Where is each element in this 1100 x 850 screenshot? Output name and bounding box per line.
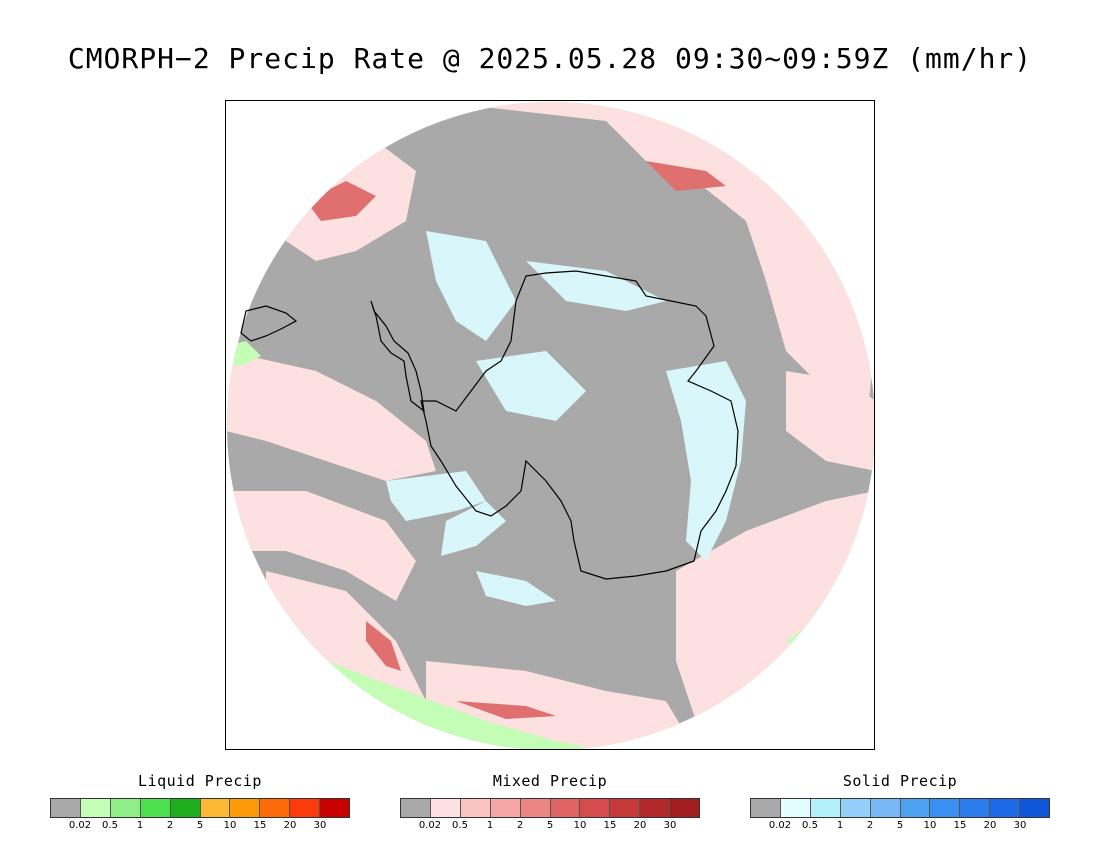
legend-tick-label: 10 xyxy=(923,820,937,831)
coastlines xyxy=(240,270,739,580)
legend-swatch xyxy=(200,799,231,817)
antarctica-coastline xyxy=(420,270,739,580)
legend-color-bar xyxy=(50,798,350,818)
legend-solid-precip: Solid Precip 0.02 0.5 1 2 5 10 15 20 30 xyxy=(750,772,1050,834)
mixed-precip-region xyxy=(676,491,874,721)
map-frame xyxy=(225,100,875,750)
legend-ticks: 0.02 0.5 1 2 5 10 15 20 30 xyxy=(400,820,700,834)
legend-swatch xyxy=(320,799,350,817)
legend-swatch xyxy=(900,799,931,817)
legend-tick-label: 30 xyxy=(313,820,327,831)
legend-swatch xyxy=(430,799,461,817)
legend-tick-label: 1 xyxy=(836,820,844,831)
legend-mixed-precip: Mixed Precip 0.02 0.5 1 2 5 10 15 20 30 xyxy=(400,772,700,834)
solid-precip-region xyxy=(526,261,666,311)
mixed-precip-region xyxy=(786,371,874,471)
legend-swatch xyxy=(930,799,961,817)
legend-swatch xyxy=(780,799,811,817)
legend-swatch xyxy=(990,799,1021,817)
legend-tick-label: 0.5 xyxy=(802,820,818,831)
mixed-precip-region xyxy=(227,351,436,481)
legend-liquid-precip: Liquid Precip 0.02 0.5 1 2 5 10 15 20 30 xyxy=(50,772,350,834)
solid-precip-region xyxy=(441,501,506,556)
legend-title: Solid Precip xyxy=(842,772,958,790)
legend-tick-label: 15 xyxy=(953,820,967,831)
legend-swatch xyxy=(610,799,641,817)
legend-tick-label: 10 xyxy=(223,820,237,831)
legend-tick-label: 0.02 xyxy=(768,820,792,831)
legend-tick-label: 30 xyxy=(663,820,677,831)
mixed-precip-heavy xyxy=(456,701,556,719)
antarctic-peninsula-coastline xyxy=(370,300,425,413)
solid-precip-region xyxy=(476,571,556,606)
legend-swatch xyxy=(1020,799,1050,817)
legend-swatch xyxy=(401,799,431,817)
legend-tick-label: 20 xyxy=(983,820,997,831)
legend-swatch xyxy=(80,799,111,817)
precip-layer xyxy=(227,102,874,749)
legend-tick-label: 20 xyxy=(283,820,297,831)
legend-swatch xyxy=(870,799,901,817)
legend-swatch xyxy=(550,799,581,817)
legend-swatch xyxy=(51,799,81,817)
legend-swatch xyxy=(580,799,611,817)
legend-swatch xyxy=(260,799,291,817)
legend-swatch xyxy=(520,799,551,817)
legend-tick-label: 1 xyxy=(136,820,144,831)
mixed-precip-heavy xyxy=(306,181,376,221)
mixed-precip-region xyxy=(431,102,874,431)
legend-swatch xyxy=(460,799,491,817)
legend-tick-label: 15 xyxy=(603,820,617,831)
legend-swatch xyxy=(290,799,321,817)
mixed-precip-heavy xyxy=(366,621,401,671)
legend-tick-label: 5 xyxy=(196,820,204,831)
legend-tick-label: 0.02 xyxy=(418,820,442,831)
south-america-coastline xyxy=(240,305,298,342)
legend-tick-label: 2 xyxy=(516,820,524,831)
legend-swatch xyxy=(960,799,991,817)
legend-tick-label: 15 xyxy=(253,820,267,831)
legend-tick-label: 0.02 xyxy=(68,820,92,831)
legend-tick-label: 5 xyxy=(896,820,904,831)
legend-tick-label: 1 xyxy=(486,820,494,831)
mixed-precip-region xyxy=(227,491,416,601)
legend-ticks: 0.02 0.5 1 2 5 10 15 20 30 xyxy=(50,820,350,834)
solid-precip-region xyxy=(666,361,746,561)
legend-swatch xyxy=(230,799,261,817)
legend-swatch xyxy=(840,799,871,817)
solid-precip-region xyxy=(476,351,586,421)
legend-swatch xyxy=(670,799,700,817)
legend-swatch xyxy=(490,799,521,817)
mixed-precip-heavy xyxy=(646,161,726,191)
legend-swatch xyxy=(170,799,201,817)
legend-swatch xyxy=(751,799,781,817)
legend-swatch xyxy=(140,799,171,817)
solid-precip-region xyxy=(386,471,486,521)
legend-tick-label: 2 xyxy=(166,820,174,831)
legend-swatch xyxy=(810,799,841,817)
legend-color-bar xyxy=(400,798,700,818)
page-title: CMORPH−2 Precip Rate @ 2025.05.28 09:30~… xyxy=(67,42,1033,75)
legend-tick-label: 10 xyxy=(573,820,587,831)
legend-title: Mixed Precip xyxy=(492,772,608,790)
legend-tick-label: 20 xyxy=(633,820,647,831)
polar-map xyxy=(227,102,874,749)
legend-tick-label: 0.5 xyxy=(452,820,468,831)
legend-tick-label: 5 xyxy=(546,820,554,831)
legend-color-bar xyxy=(750,798,1050,818)
legend-swatch xyxy=(110,799,141,817)
legend-tick-label: 2 xyxy=(866,820,874,831)
legend-tick-label: 30 xyxy=(1013,820,1027,831)
legend-title: Liquid Precip xyxy=(138,772,262,790)
legend-tick-label: 0.5 xyxy=(102,820,118,831)
solid-precip-region xyxy=(426,231,516,341)
legend-ticks: 0.02 0.5 1 2 5 10 15 20 30 xyxy=(750,820,1050,834)
legend-swatch xyxy=(640,799,671,817)
